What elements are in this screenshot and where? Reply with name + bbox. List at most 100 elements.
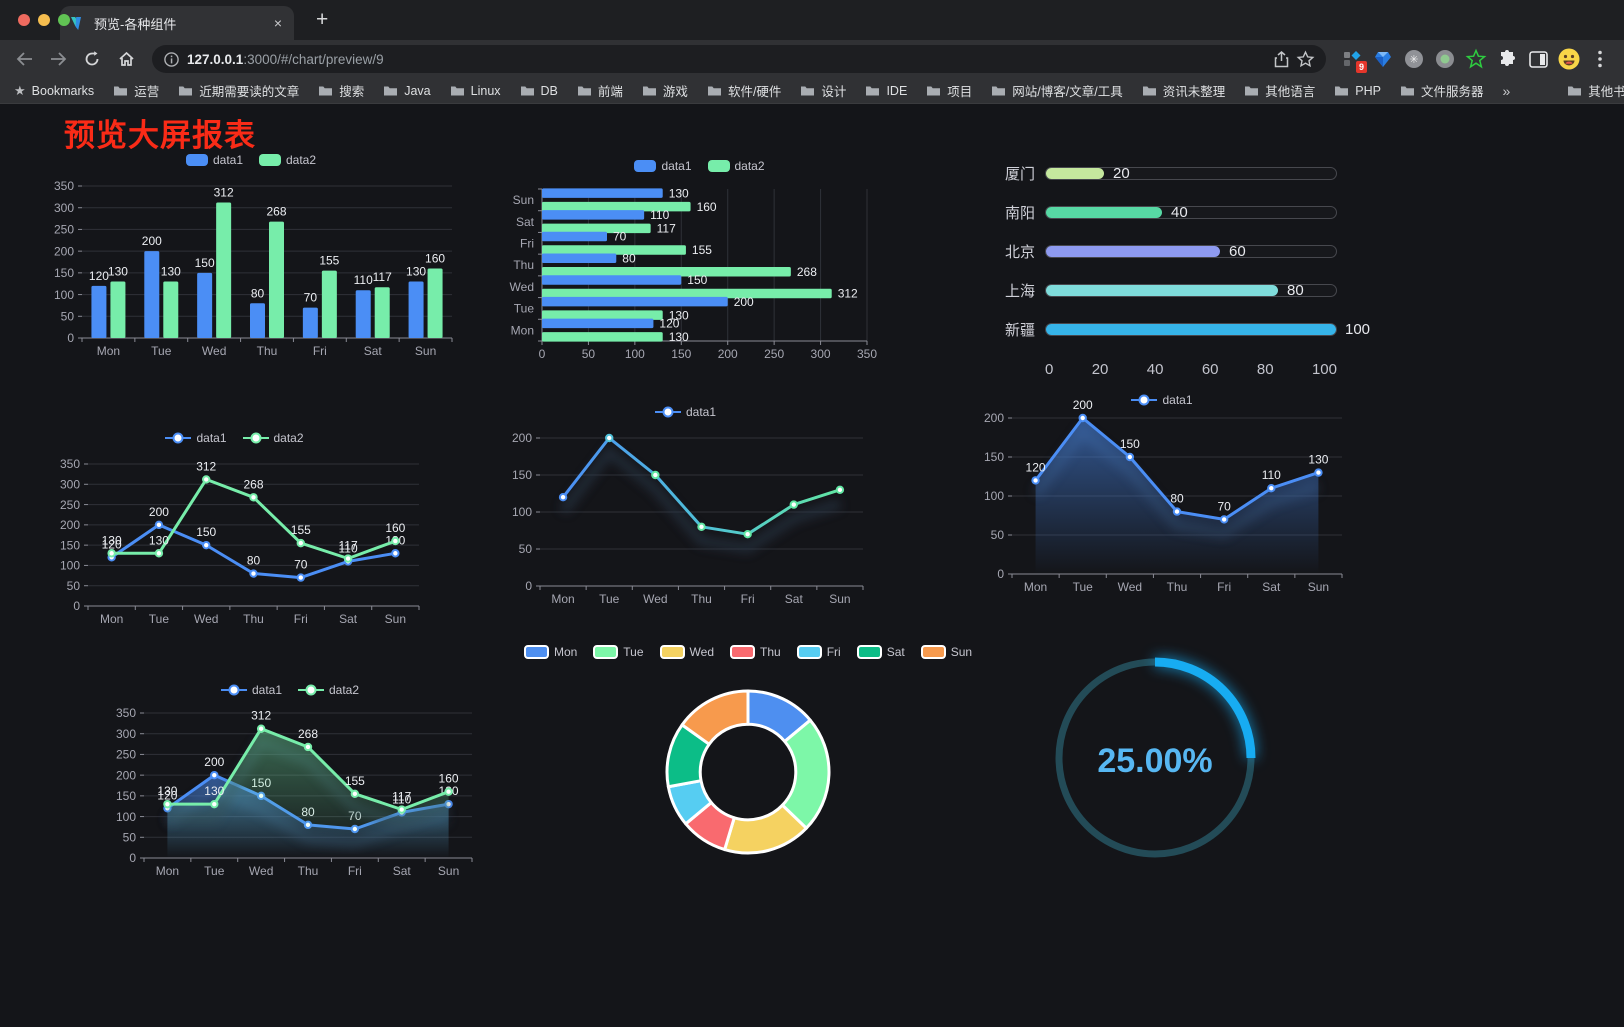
profile-avatar[interactable]: [1558, 48, 1580, 70]
back-button[interactable]: [10, 45, 38, 73]
extension-gem-icon[interactable]: [1373, 49, 1393, 69]
gauge-value: 25.00%: [1097, 742, 1213, 780]
bookmark-folder[interactable]: 前端: [577, 81, 623, 100]
menu-kebab-icon[interactable]: [1590, 49, 1610, 69]
forward-button[interactable]: [44, 45, 72, 73]
legend-item[interactable]: Tue: [593, 645, 644, 659]
bookmark-folder[interactable]: 文件服务器: [1400, 81, 1483, 100]
legend-item[interactable]: data1: [634, 159, 692, 173]
legend-label: data2: [734, 159, 765, 173]
legend-item[interactable]: data1: [165, 431, 227, 445]
url-text[interactable]: 127.0.0.1:3000/#/chart/preview/9: [187, 51, 384, 67]
browser-tab[interactable]: 预览-各种组件 ×: [60, 6, 294, 40]
bookmark-folder[interactable]: DB: [520, 81, 558, 100]
legend-item[interactable]: data1: [185, 153, 243, 167]
bookmark-folder[interactable]: 近期需要读的文章: [178, 81, 299, 100]
svg-text:130: 130: [108, 265, 128, 279]
legend-swatch: [796, 645, 822, 659]
extension-asterisk-icon[interactable]: ✳: [1404, 49, 1424, 69]
legend-item[interactable]: data1: [220, 683, 282, 697]
bookmark-folder[interactable]: 资讯未整理: [1142, 81, 1225, 100]
address-bar[interactable]: 127.0.0.1:3000/#/chart/preview/9: [152, 45, 1326, 73]
new-tab-button[interactable]: +: [316, 8, 329, 31]
bookmark-folder[interactable]: PHP: [1334, 81, 1381, 100]
bookmark-folder[interactable]: 运营: [113, 81, 159, 100]
progress-row: 北京 60: [985, 243, 1345, 261]
svg-text:200: 200: [718, 347, 738, 361]
home-button[interactable]: [112, 45, 140, 73]
svg-text:312: 312: [251, 709, 271, 723]
legend-item[interactable]: data2: [298, 683, 359, 697]
other-bookmarks[interactable]: 其他书签: [1567, 81, 1624, 100]
svg-text:50: 50: [991, 528, 1005, 542]
folder-icon: [1335, 86, 1349, 96]
legend-item[interactable]: data2: [259, 153, 316, 167]
svg-text:Fri: Fri: [1217, 580, 1231, 594]
svg-text:117: 117: [339, 539, 358, 553]
progress-row: 新疆 100: [985, 321, 1370, 339]
legend-item[interactable]: data2: [707, 159, 765, 173]
legend-item[interactable]: data1: [654, 405, 716, 419]
svg-text:Mon: Mon: [511, 323, 534, 337]
extension-dot-icon[interactable]: [1435, 49, 1455, 69]
bookmark-folder[interactable]: Linux: [450, 81, 501, 100]
svg-text:150: 150: [687, 273, 707, 287]
svg-text:130: 130: [149, 533, 169, 547]
svg-text:Fri: Fri: [520, 236, 534, 250]
legend-swatch: [593, 645, 619, 659]
extension-star-icon[interactable]: [1465, 48, 1487, 69]
chart-bar-vertical: data1 data2 0 50 100 150 200 250 300 350 Mon Tue Wed…: [36, 148, 466, 364]
tab-close-icon[interactable]: ×: [273, 15, 282, 31]
svg-text:Fri: Fri: [348, 864, 362, 878]
svg-text:Tue: Tue: [149, 612, 170, 626]
legend-item[interactable]: data2: [242, 431, 304, 445]
svg-text:200: 200: [984, 411, 1004, 425]
bookmark-folder[interactable]: 搜索: [318, 81, 364, 100]
folder-icon: [1142, 86, 1156, 96]
bookmark-star-icon[interactable]: [1296, 50, 1315, 68]
close-window-button[interactable]: [18, 14, 30, 26]
sidebar-toggle-icon[interactable]: [1528, 49, 1548, 69]
bookmark-folder[interactable]: IDE: [865, 81, 907, 100]
extensions-puzzle-icon[interactable]: [1497, 49, 1517, 69]
svg-text:300: 300: [811, 347, 831, 361]
bookmarks-overflow-chevron[interactable]: »: [1502, 82, 1511, 99]
folder-icon: [319, 86, 333, 96]
bookmark-folder[interactable]: 网站/博客/文章/工具: [991, 81, 1123, 100]
minimize-window-button[interactable]: [38, 14, 50, 26]
legend-item[interactable]: Fri: [796, 645, 841, 659]
bookmark-folder[interactable]: 软件/硬件: [707, 81, 781, 100]
progress-label: 新疆: [1004, 321, 1035, 339]
bookmark-folder[interactable]: 游戏: [642, 81, 688, 100]
svg-text:200: 200: [204, 755, 224, 769]
legend-item[interactable]: Wed: [659, 645, 714, 659]
bookmark-folder[interactable]: 其他语言: [1244, 81, 1315, 100]
svg-text:110: 110: [339, 541, 358, 555]
svg-text:80: 80: [251, 286, 265, 300]
folder-icon: [1400, 86, 1414, 96]
site-info-icon[interactable]: [164, 51, 179, 67]
bookmarks-bar: ★ Bookmarks 运营 近期需要读的文章 搜索 Java Linux DB 前端 游戏软…: [0, 78, 1624, 104]
extension-grid-icon[interactable]: 9: [1342, 49, 1367, 73]
reload-button[interactable]: [78, 45, 106, 73]
svg-text:110: 110: [354, 273, 373, 287]
legend-item[interactable]: Thu: [730, 645, 781, 659]
bookmark-folder[interactable]: Java: [383, 81, 431, 100]
svg-text:Sun: Sun: [513, 193, 534, 207]
zoom-window-button[interactable]: [58, 14, 70, 26]
legend-item[interactable]: Sun: [920, 645, 972, 659]
legend-item[interactable]: Sat: [856, 645, 905, 659]
bookmark-folder[interactable]: 设计: [800, 81, 846, 100]
svg-text:Tue: Tue: [1073, 580, 1094, 594]
svg-text:200: 200: [60, 518, 80, 532]
bookmark-folder[interactable]: 项目: [926, 81, 972, 100]
bookmarks-root[interactable]: ★ Bookmarks: [14, 82, 95, 98]
legend-item[interactable]: Mon: [523, 645, 577, 659]
legend-label: data2: [329, 683, 360, 697]
bookmarks-star-icon: ★: [14, 82, 26, 98]
legend-item[interactable]: data1: [1131, 393, 1193, 407]
svg-text:70: 70: [1217, 499, 1231, 513]
svg-text:0: 0: [67, 331, 74, 345]
svg-text:130: 130: [204, 784, 224, 798]
share-icon[interactable]: [1274, 50, 1289, 68]
